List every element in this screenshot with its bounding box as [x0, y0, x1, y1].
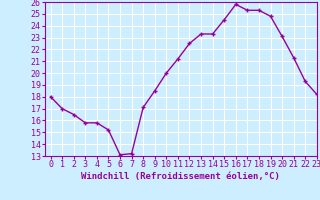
X-axis label: Windchill (Refroidissement éolien,°C): Windchill (Refroidissement éolien,°C)	[81, 172, 280, 181]
